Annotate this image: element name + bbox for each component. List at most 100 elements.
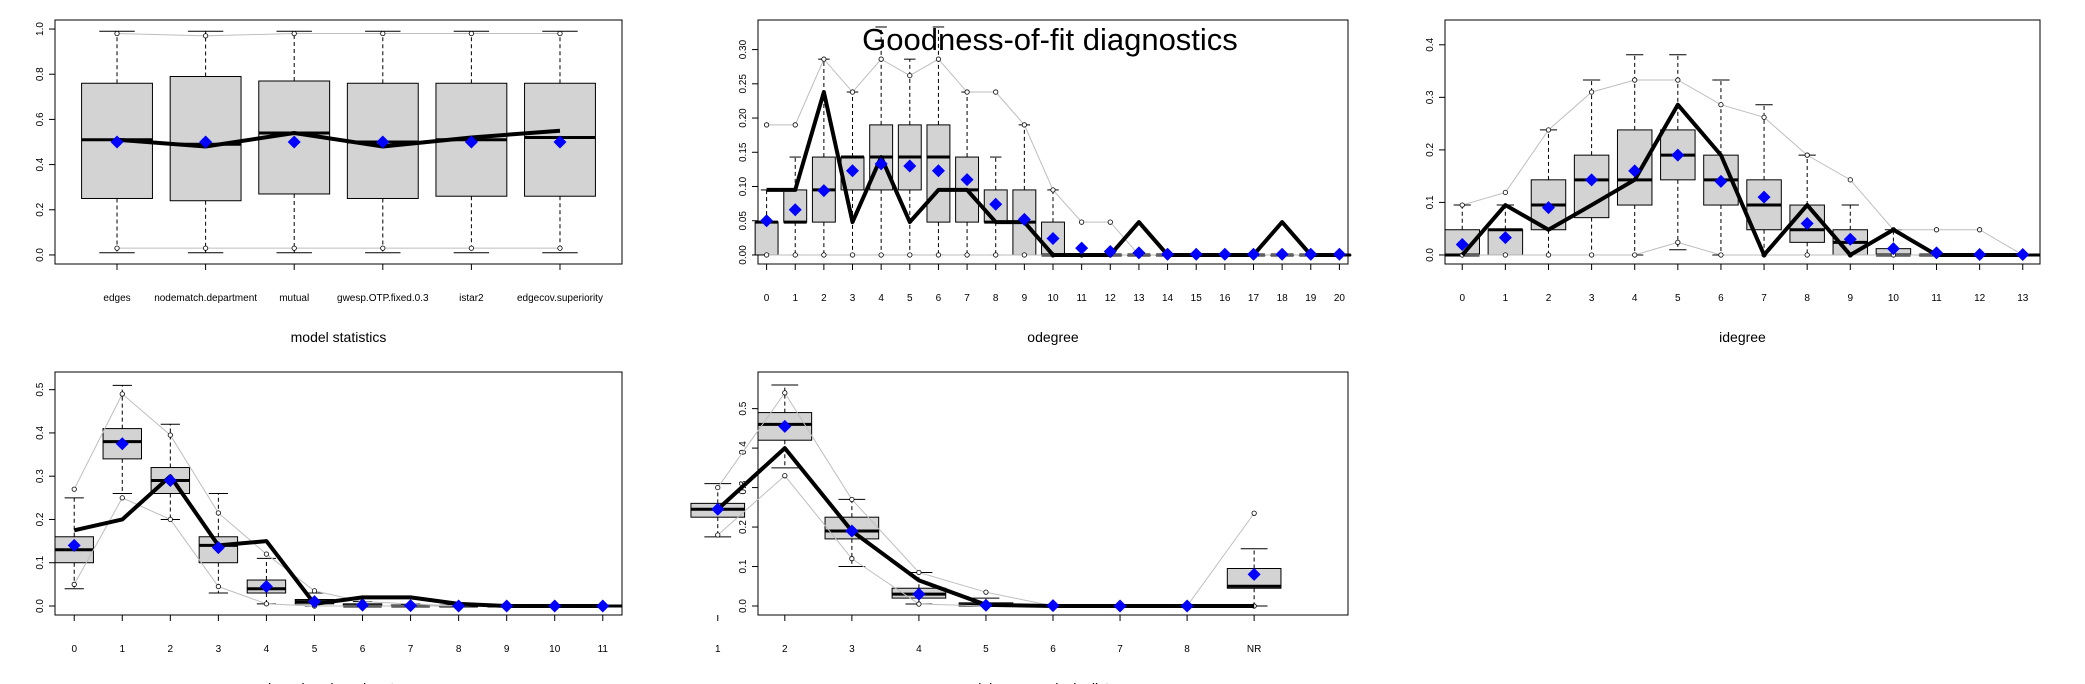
upper-bound-point: [1804, 152, 1810, 158]
x-axis-title: model statistics: [291, 329, 387, 345]
x-tick-label: gwesp.OTP.fixed.0.3: [337, 293, 429, 304]
upper-bound-point: [468, 30, 474, 37]
y-tick-label: 0.1: [738, 559, 749, 573]
upper-bound-point: [311, 588, 318, 594]
y-tick-label: 0.3: [35, 469, 46, 483]
x-tick-label: 4: [916, 644, 922, 655]
sim-mean-point: [376, 135, 390, 149]
x-axis-title: odegree: [1027, 329, 1079, 345]
lower-bound-point: [935, 252, 942, 258]
y-tick-label: 0.30: [738, 39, 749, 59]
x-tick-label: 8: [1804, 293, 1810, 304]
lower-bound-point: [468, 245, 474, 251]
upper-bound-point: [849, 89, 856, 95]
upper-bound-point: [215, 510, 221, 516]
x-tick-label: 1: [119, 644, 125, 655]
sim-mean-point: [817, 184, 831, 198]
boxplots: [754, 26, 1352, 257]
upper-bound-point: [263, 551, 270, 557]
upper-bound-point: [983, 589, 989, 595]
y-tick-label: 1.0: [35, 22, 46, 36]
boxplot-1: [102, 384, 142, 494]
x-tick-label: 10: [1047, 293, 1059, 304]
boxplots: [54, 384, 623, 608]
x-tick-label: NR: [1247, 644, 1261, 655]
upper-bound-point: [167, 432, 173, 438]
x-tick-label: 20: [1334, 293, 1346, 304]
upper-bound-point: [380, 30, 386, 37]
box: [1616, 129, 1653, 206]
sim-mean-point: [778, 419, 792, 433]
x-tick-label: 7: [964, 293, 970, 304]
boxplot-3: [1573, 79, 1610, 256]
lower-bound-point: [203, 245, 209, 251]
sim-mean-point: [1275, 247, 1289, 261]
x-tick-label: 8: [456, 644, 462, 655]
y-tick-label: 0.0: [1425, 248, 1436, 262]
simulation-bounds: [71, 391, 606, 609]
lower-bound-point: [907, 252, 913, 258]
sim-mean-point: [1671, 148, 1685, 162]
x-tick-label: 8: [1184, 644, 1190, 655]
x-axis-title: edge-wise shared partners: [256, 680, 422, 684]
y-tick-label: 0.0: [35, 599, 46, 613]
upper-bound-point: [849, 496, 855, 503]
upper-bound-point: [1977, 227, 1983, 233]
sim-mean-point: [211, 541, 225, 555]
x-tick-label: 15: [1191, 293, 1203, 304]
x-tick-label: 9: [1848, 293, 1854, 304]
plot-frame: [54, 19, 623, 265]
upper-bound-point: [993, 89, 999, 95]
sim-mean-point: [1304, 247, 1318, 261]
x-tick-label: 6: [360, 644, 366, 655]
x-tick-label: 0: [1459, 293, 1465, 304]
sim-mean-point: [874, 157, 888, 171]
sim-mean-point: [1541, 201, 1555, 215]
sim-mean-point: [596, 599, 610, 613]
x-tick-label: 1: [715, 644, 721, 655]
upper-bound-line: [1462, 79, 2024, 256]
observed-line: [716, 446, 1255, 608]
sim-mean-point: [307, 595, 321, 609]
simulated-means: [1455, 148, 2030, 261]
x-tick-label: 5: [983, 644, 989, 655]
x-tick-label: nodematch.department: [154, 293, 257, 304]
upper-bound-point: [715, 484, 721, 491]
sim-mean-point: [500, 599, 514, 613]
upper-bound-point: [557, 30, 563, 37]
sim-mean-point: [553, 135, 567, 149]
y-axis: 0.00 0.05 0.10 0.15 0.20 0.25 0.30: [738, 39, 758, 265]
plot-frame: [1444, 19, 2041, 265]
x-tick-label: 2: [1546, 293, 1552, 304]
sim-mean-point: [1132, 246, 1146, 260]
sim-mean-point: [845, 524, 859, 538]
panel-5: 0.00.10.20.30.40.512345678NRminimum geod…: [690, 371, 1349, 684]
y-tick-label: 0.15: [738, 142, 749, 162]
sim-mean-point: [960, 173, 974, 187]
upper-bound-point: [782, 390, 788, 396]
x-tick-label: 4: [878, 293, 884, 304]
plot-frame: [54, 371, 623, 616]
upper-bound-point: [1545, 127, 1552, 133]
x-tick-label: 11: [1076, 293, 1087, 304]
sim-mean-point: [1075, 241, 1089, 255]
x-axis: 0 1 2 3 4 5 6 7 8 9 10 11 12 13 14 15 16 17 18 19 20: [764, 264, 1346, 304]
upper-bound-point: [1588, 89, 1595, 95]
y-tick-label: 0.1: [1425, 195, 1436, 209]
upper-bound-point: [1675, 77, 1681, 83]
x-tick-label: 5: [1675, 293, 1681, 304]
sim-mean-point: [1180, 599, 1194, 613]
upper-bound-point: [203, 33, 209, 39]
x-tick-label: 11: [1931, 293, 1942, 304]
y-tick-label: 0.8: [35, 67, 46, 81]
y-axis: 0.0 0.2 0.4 0.6 0.8 1.0: [35, 22, 55, 262]
lower-bound-point: [964, 252, 970, 258]
upper-bound-point: [935, 56, 942, 62]
y-tick-label: 0.20: [738, 108, 749, 128]
lower-bound-point: [993, 252, 999, 258]
upper-bound-point: [1761, 114, 1767, 120]
lower-bound-point: [1675, 239, 1681, 245]
x-tick-label: 19: [1305, 293, 1317, 304]
y-tick-label: 0.3: [1425, 90, 1436, 104]
x-tick-label: 6: [936, 293, 942, 304]
